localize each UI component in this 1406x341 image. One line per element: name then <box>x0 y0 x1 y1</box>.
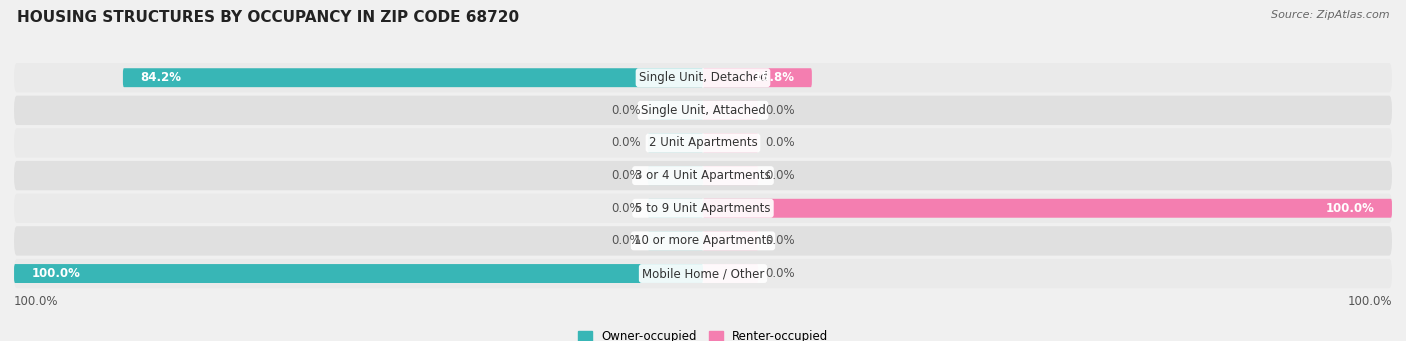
Text: Mobile Home / Other: Mobile Home / Other <box>641 267 765 280</box>
Text: 0.0%: 0.0% <box>612 169 641 182</box>
Text: 100.0%: 100.0% <box>1326 202 1375 215</box>
Text: 3 or 4 Unit Apartments: 3 or 4 Unit Apartments <box>636 169 770 182</box>
Text: 0.0%: 0.0% <box>765 234 794 247</box>
Text: 0.0%: 0.0% <box>612 136 641 149</box>
Text: 0.0%: 0.0% <box>612 202 641 215</box>
FancyBboxPatch shape <box>648 166 703 185</box>
FancyBboxPatch shape <box>703 232 758 250</box>
FancyBboxPatch shape <box>122 68 703 87</box>
Text: Single Unit, Detached: Single Unit, Detached <box>638 71 768 84</box>
Text: 5 to 9 Unit Apartments: 5 to 9 Unit Apartments <box>636 202 770 215</box>
Text: HOUSING STRUCTURES BY OCCUPANCY IN ZIP CODE 68720: HOUSING STRUCTURES BY OCCUPANCY IN ZIP C… <box>17 10 519 25</box>
FancyBboxPatch shape <box>14 128 1392 158</box>
FancyBboxPatch shape <box>703 134 758 152</box>
FancyBboxPatch shape <box>703 68 811 87</box>
Text: 0.0%: 0.0% <box>612 104 641 117</box>
Text: 0.0%: 0.0% <box>765 267 794 280</box>
Text: 10 or more Apartments: 10 or more Apartments <box>634 234 772 247</box>
Text: 2 Unit Apartments: 2 Unit Apartments <box>648 136 758 149</box>
FancyBboxPatch shape <box>14 96 1392 125</box>
FancyBboxPatch shape <box>648 232 703 250</box>
Text: 84.2%: 84.2% <box>141 71 181 84</box>
FancyBboxPatch shape <box>14 259 1392 288</box>
FancyBboxPatch shape <box>648 199 703 218</box>
FancyBboxPatch shape <box>703 264 758 283</box>
Text: 0.0%: 0.0% <box>612 234 641 247</box>
Text: 100.0%: 100.0% <box>1347 295 1392 308</box>
Text: 100.0%: 100.0% <box>31 267 80 280</box>
Text: 0.0%: 0.0% <box>765 169 794 182</box>
FancyBboxPatch shape <box>14 226 1392 256</box>
Text: Source: ZipAtlas.com: Source: ZipAtlas.com <box>1271 10 1389 20</box>
Text: Single Unit, Attached: Single Unit, Attached <box>641 104 765 117</box>
FancyBboxPatch shape <box>703 101 758 120</box>
Text: 0.0%: 0.0% <box>765 136 794 149</box>
FancyBboxPatch shape <box>14 63 1392 92</box>
Legend: Owner-occupied, Renter-occupied: Owner-occupied, Renter-occupied <box>572 325 834 341</box>
FancyBboxPatch shape <box>14 264 703 283</box>
FancyBboxPatch shape <box>703 166 758 185</box>
Text: 15.8%: 15.8% <box>754 71 794 84</box>
Text: 0.0%: 0.0% <box>765 104 794 117</box>
FancyBboxPatch shape <box>703 199 1392 218</box>
FancyBboxPatch shape <box>648 101 703 120</box>
FancyBboxPatch shape <box>648 134 703 152</box>
Text: 100.0%: 100.0% <box>14 295 59 308</box>
FancyBboxPatch shape <box>14 194 1392 223</box>
FancyBboxPatch shape <box>14 161 1392 190</box>
